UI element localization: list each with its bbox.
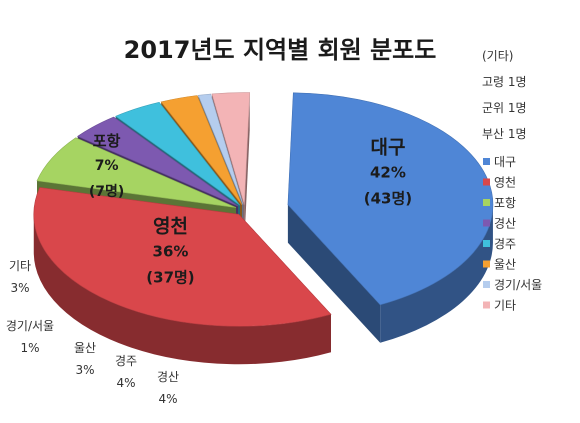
legend-swatch — [483, 260, 490, 268]
slice-label-name: 영천 — [153, 215, 188, 237]
pie-slice — [160, 95, 243, 205]
legend-label: 포항 — [494, 196, 516, 210]
pie-slice — [36, 137, 237, 208]
slice-label-percent: 3% — [10, 281, 29, 295]
legend-label: 대구 — [494, 155, 516, 169]
slice-label-percent: 4% — [158, 392, 177, 406]
slice-label-name: 대구 — [370, 136, 405, 158]
slice-label-percent: 7% — [95, 158, 119, 174]
legend-swatch — [483, 281, 490, 288]
pie-labels: 대구 42% (43명) 영천 36% (37명) 포항 7% (7명) 경산 4% 경주 4% 울산 3%… — [6, 132, 412, 406]
slice-label-percent: 42% — [370, 163, 406, 181]
pie-slice — [197, 93, 244, 205]
notes-header: (기타) — [482, 49, 513, 63]
pie-slice — [211, 92, 251, 205]
legend-swatch — [483, 158, 490, 165]
legend-label: 경주 — [494, 237, 516, 251]
slice-label-name: 경산 — [157, 370, 179, 384]
pie-slice — [77, 116, 239, 207]
slice-label-count: (37명) — [146, 268, 194, 286]
slice-label-name: 경주 — [115, 354, 137, 368]
slice-label-name: 울산 — [74, 341, 96, 355]
chart-title: 2017년도 지역별 회원 분포도 — [124, 36, 437, 64]
legend-label: 영천 — [494, 175, 516, 190]
slice-label-count: (7명) — [89, 183, 124, 200]
notes-item: 고령 1명 — [482, 75, 527, 89]
legend-label: 경기/서울 — [494, 278, 542, 292]
legend-swatch — [483, 301, 490, 309]
other-notes: (기타) 고령 1명 군위 1명 부산 1명 — [482, 49, 527, 141]
legend-swatch — [483, 199, 490, 206]
pie-slice — [33, 187, 332, 327]
legend-swatch — [483, 240, 490, 247]
slice-label-percent: 1% — [20, 341, 39, 355]
slice-label-percent: 4% — [116, 376, 135, 390]
slice-label-percent: 3% — [75, 363, 94, 377]
slice-label-name: 포항 — [93, 132, 121, 150]
slice-label-count: (43명) — [364, 189, 412, 207]
legend-swatch — [483, 178, 490, 186]
pie-tops — [33, 92, 494, 327]
notes-item: 부산 1명 — [482, 127, 527, 141]
legend-label: 경산 — [494, 217, 516, 231]
pie-slice — [115, 102, 241, 206]
slice-label-name: 경기/서울 — [6, 319, 54, 333]
slice-label-name: 기타 — [9, 259, 31, 273]
legend-swatch — [483, 219, 490, 227]
notes-item: 군위 1명 — [482, 101, 527, 115]
legend-label: 울산 — [494, 258, 516, 272]
legend-label: 기타 — [494, 299, 516, 313]
slice-label-percent: 36% — [153, 242, 189, 260]
